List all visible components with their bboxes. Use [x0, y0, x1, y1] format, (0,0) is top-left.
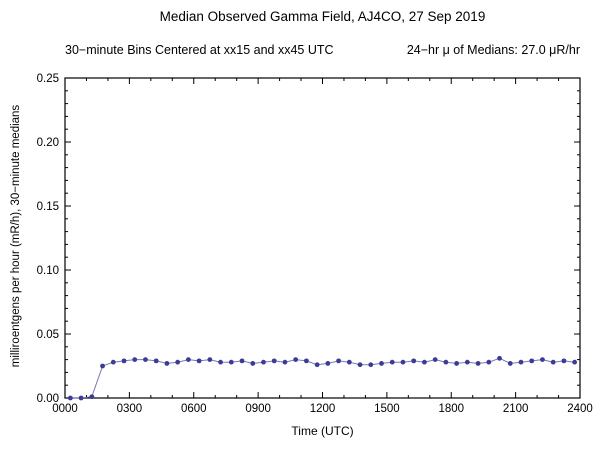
chart-subtitle-bins: 30−minute Bins Centered at xx15 and xx45…: [65, 43, 334, 57]
svg-text:0.05: 0.05: [37, 329, 59, 341]
svg-text:2100: 2100: [503, 403, 529, 415]
chart-annotation-mean: 24−hr μ of Medians: 27.0 μR/hr: [406, 43, 580, 57]
svg-text:1800: 1800: [438, 403, 464, 415]
svg-text:1200: 1200: [310, 403, 336, 415]
chart-title: Median Observed Gamma Field, AJ4CO, 27 S…: [159, 9, 486, 24]
svg-text:0300: 0300: [117, 403, 143, 415]
svg-text:0900: 0900: [245, 403, 271, 415]
svg-text:0.20: 0.20: [37, 137, 59, 149]
svg-text:0.00: 0.00: [37, 393, 59, 405]
svg-text:0000: 0000: [52, 403, 78, 415]
y-axis-label: milliroentgens per hour (mR/h), 30−minut…: [10, 104, 22, 368]
svg-text:0.25: 0.25: [37, 73, 59, 85]
svg-text:1500: 1500: [374, 403, 400, 415]
svg-text:2400: 2400: [567, 403, 593, 415]
x-axis-label: Time (UTC): [291, 424, 354, 438]
svg-text:0.10: 0.10: [37, 265, 59, 277]
svg-text:0600: 0600: [181, 403, 207, 415]
chart-subtitle-row: 30−minute Bins Centered at xx15 and xx45…: [65, 43, 580, 57]
svg-text:0.15: 0.15: [37, 201, 59, 213]
